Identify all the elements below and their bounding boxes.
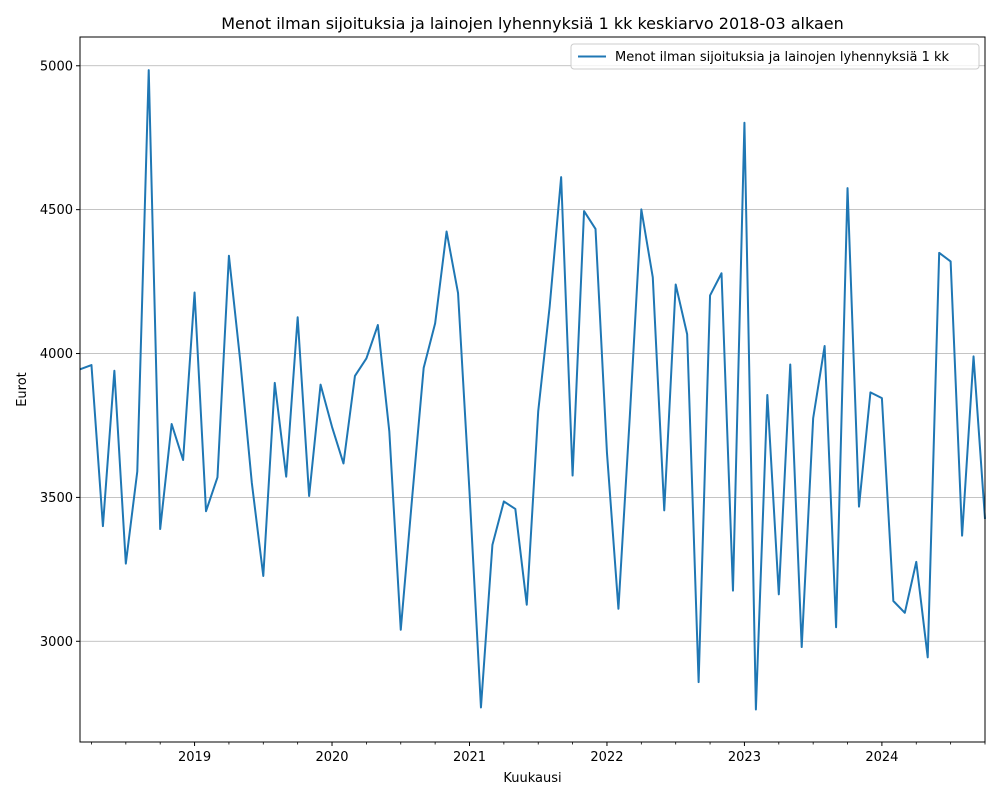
grid-lines — [80, 65, 985, 642]
legend-label: Menot ilman sijoituksia ja lainojen lyhe… — [615, 50, 950, 65]
y-axis-ticks: 3000 3500 4000 4500 5000 — [40, 59, 80, 650]
x-axis-title: Kuukausi — [503, 771, 561, 786]
legend: Menot ilman sijoituksia ja lainojen lyhe… — [570, 43, 980, 70]
legend-box — [570, 43, 980, 70]
x-axis-ticks: 2019 2020 2021 2022 2023 2024 — [91, 742, 986, 765]
x-tick-label: 2020 — [315, 750, 348, 765]
x-tick-label: 2023 — [728, 750, 761, 765]
y-tick-label: 4000 — [40, 347, 73, 362]
x-tick-label: 2021 — [453, 750, 486, 765]
x-tick-label: 2022 — [590, 750, 623, 765]
y-axis-title: Eurot — [15, 372, 30, 407]
chart-title: Menot ilman sijoituksia ja lainojen lyhe… — [221, 14, 843, 33]
y-tick-label: 3500 — [40, 491, 73, 506]
x-tick-label: 2019 — [178, 750, 211, 765]
y-tick-label: 3000 — [40, 635, 73, 650]
plot-frame — [79, 36, 986, 743]
series-line — [79, 69, 986, 711]
x-tick-label: 2024 — [865, 750, 898, 765]
series-layer — [79, 69, 986, 711]
y-tick-label: 5000 — [40, 59, 73, 74]
y-tick-label: 4500 — [40, 203, 73, 218]
